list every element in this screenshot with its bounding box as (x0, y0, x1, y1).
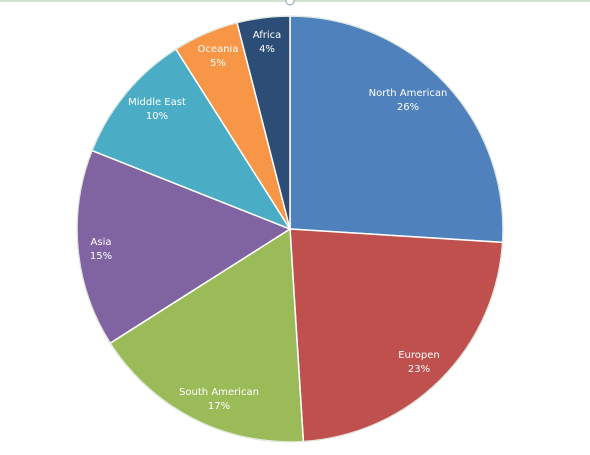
slice-label-south-american: South American (179, 387, 259, 398)
slice-label-middle-east: Middle East (128, 97, 186, 108)
slice-value-north-american: 26% (397, 102, 419, 113)
slice-value-oceania: 5% (210, 58, 226, 69)
pie-outline (76, 15, 504, 443)
pie-labels: North American 26% Europen 23% South America… (90, 30, 447, 412)
slice-label-europen: Europen (398, 350, 440, 361)
slice-label-africa: Africa (253, 30, 282, 41)
pie-slice-north-american (289, 15, 504, 244)
slice-value-europen: 23% (408, 364, 430, 375)
slice-value-south-american: 17% (208, 401, 230, 412)
chart-frame-resize-handle[interactable] (285, 0, 295, 6)
slice-label-asia: Asia (91, 237, 112, 248)
slice-label-north-american: North American (369, 88, 448, 99)
slice-value-asia: 15% (90, 251, 112, 262)
slice-value-africa: 4% (259, 44, 275, 55)
pie-slice-europen (289, 228, 504, 443)
pie-slices (76, 15, 504, 443)
slice-value-middle-east: 10% (146, 111, 168, 122)
slice-label-oceania: Oceania (198, 44, 239, 55)
